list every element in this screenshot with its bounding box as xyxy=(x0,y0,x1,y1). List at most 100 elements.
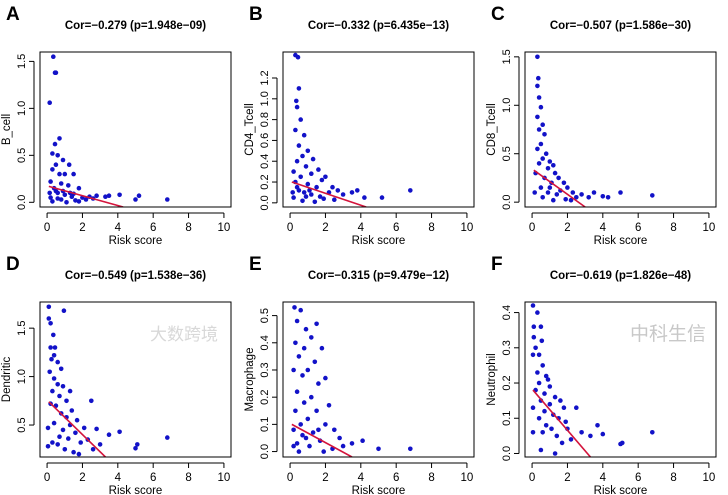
data-point xyxy=(50,199,55,204)
y-tick-label: 0.1 xyxy=(501,411,513,426)
data-point xyxy=(600,194,606,199)
data-point xyxy=(312,359,318,365)
data-point xyxy=(90,447,96,452)
data-point xyxy=(650,430,655,435)
data-point xyxy=(76,451,82,457)
data-point xyxy=(50,388,55,394)
data-point xyxy=(53,188,59,194)
data-point xyxy=(291,443,296,449)
data-point xyxy=(301,190,307,195)
data-point xyxy=(579,192,584,197)
data-point xyxy=(53,162,59,167)
data-point xyxy=(53,70,59,75)
data-point xyxy=(291,367,296,373)
data-point xyxy=(293,127,298,133)
data-point xyxy=(332,197,337,202)
data-point xyxy=(316,381,321,386)
data-point xyxy=(530,430,536,435)
data-point xyxy=(568,197,574,203)
y-tick-label: 0.0 xyxy=(501,446,513,461)
data-point xyxy=(94,193,99,198)
regression-line xyxy=(533,169,586,207)
data-point xyxy=(362,195,367,200)
x-tick-label: 10 xyxy=(703,222,716,234)
data-point xyxy=(51,420,57,426)
data-point xyxy=(536,127,542,132)
data-point xyxy=(303,326,309,332)
y-axis-label: CD4_Tcell xyxy=(244,103,256,155)
data-point xyxy=(540,195,545,200)
y-tick-label: 1.0 xyxy=(501,98,513,113)
data-point xyxy=(530,303,536,308)
data-point xyxy=(117,192,122,198)
data-point xyxy=(574,405,579,411)
data-point xyxy=(319,177,325,183)
data-point xyxy=(135,442,140,447)
x-axis-label: Risk score xyxy=(352,485,406,495)
data-point xyxy=(48,321,53,326)
data-point xyxy=(45,444,51,449)
data-point xyxy=(574,195,579,200)
data-point xyxy=(561,180,567,186)
data-point xyxy=(310,156,316,162)
data-point xyxy=(408,446,413,452)
data-point xyxy=(532,190,537,195)
data-point xyxy=(314,184,319,190)
x-tick-label: 4 xyxy=(600,472,607,484)
data-point xyxy=(46,304,52,310)
data-point xyxy=(542,391,547,396)
plot-frame xyxy=(282,51,475,208)
points-layer xyxy=(532,54,655,203)
y-tick-label: 0.4 xyxy=(259,154,271,169)
data-point xyxy=(55,382,60,387)
data-point xyxy=(94,426,99,432)
data-point xyxy=(309,192,314,197)
data-point xyxy=(294,98,299,104)
x-tick-label: 4 xyxy=(115,222,122,234)
data-point xyxy=(314,408,319,414)
x-tick-label: 0 xyxy=(529,222,535,234)
data-point xyxy=(539,338,545,344)
data-point xyxy=(540,156,545,161)
data-point xyxy=(73,430,78,436)
data-point xyxy=(551,197,556,203)
data-point xyxy=(326,403,332,408)
panel-d: D Cor=−0.549 (p=1.538e−36) 0 2 4 6 8 10 Risk sco… xyxy=(1,254,232,495)
data-point xyxy=(309,394,314,400)
data-point xyxy=(408,188,413,193)
panel-letter: A xyxy=(6,4,20,25)
points-layer xyxy=(290,52,413,205)
y-axis-label: Dendritic xyxy=(1,357,13,403)
data-point xyxy=(55,442,60,447)
data-point xyxy=(561,405,567,411)
y-tick-label: 0.5 xyxy=(259,308,271,323)
x-tick-label: 8 xyxy=(428,222,434,234)
data-point xyxy=(51,376,57,381)
data-point xyxy=(554,433,560,439)
data-point xyxy=(58,197,64,202)
y-tick-label: 0.0 xyxy=(501,195,513,210)
data-point xyxy=(64,200,69,205)
y-tick-label: 0.6 xyxy=(259,133,271,148)
regression-line xyxy=(532,389,592,457)
x-tick-label: 4 xyxy=(115,472,122,484)
data-point xyxy=(605,195,611,200)
data-point xyxy=(536,161,542,166)
data-point xyxy=(76,185,82,191)
data-point xyxy=(307,188,312,193)
data-point xyxy=(545,377,551,382)
y-tick-label: 0.4 xyxy=(259,335,271,350)
x-tick-label: 2 xyxy=(564,472,570,484)
watermark-left: 大数跨境 xyxy=(150,325,218,344)
data-point xyxy=(295,54,301,60)
x-tick-label: 8 xyxy=(428,472,434,484)
data-point xyxy=(323,422,328,427)
panel-title: Cor=−0.279 (p=1.948e−09) xyxy=(65,20,206,32)
data-point xyxy=(117,429,122,435)
data-point xyxy=(595,423,600,428)
x-tick-label: 6 xyxy=(635,472,641,484)
data-point xyxy=(540,363,545,368)
data-point xyxy=(536,416,542,421)
x-tick-label: 8 xyxy=(185,472,191,484)
data-point xyxy=(305,367,311,373)
